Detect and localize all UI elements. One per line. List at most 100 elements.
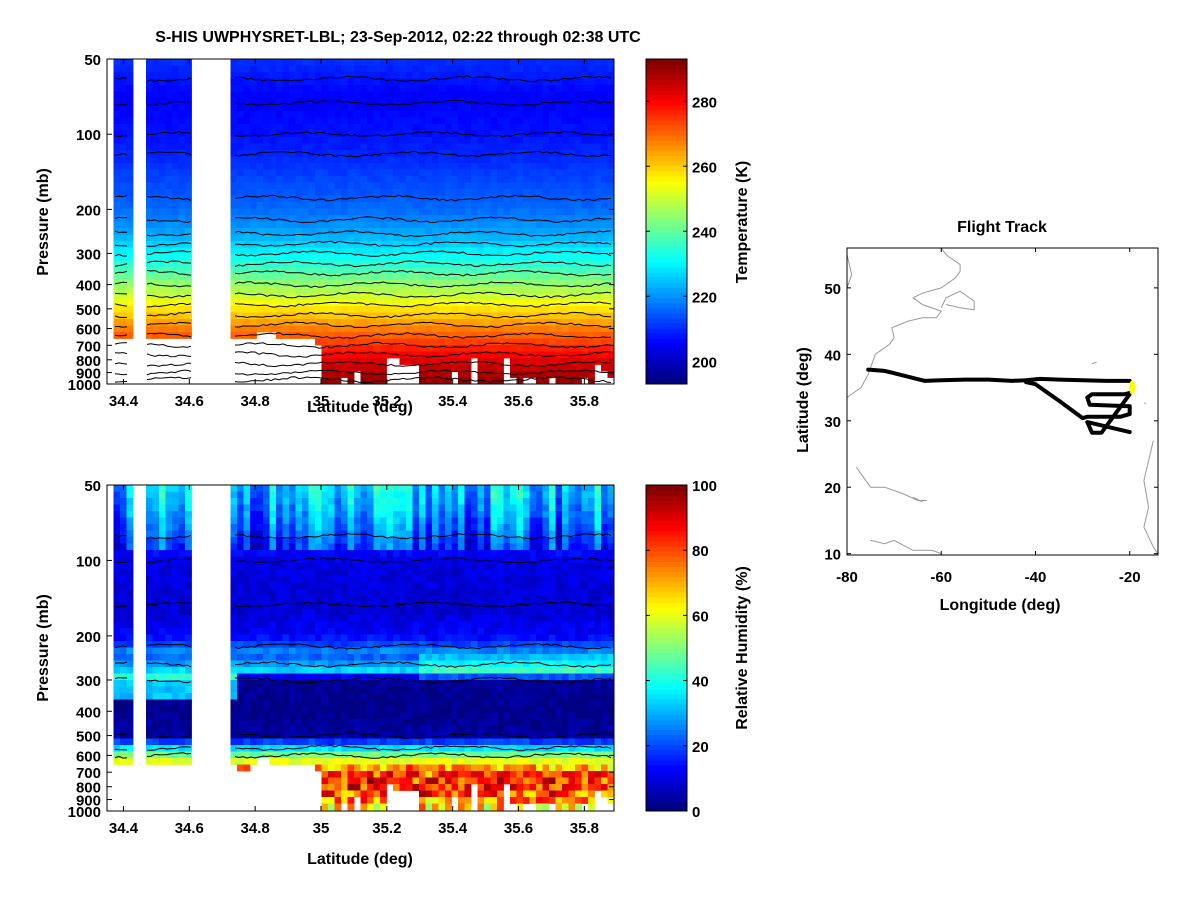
- heatmap-cell: [230, 485, 238, 492]
- heatmap-cell: [451, 78, 459, 86]
- heatmap-cell: [445, 364, 452, 372]
- heatmap-cell: [412, 345, 420, 352]
- heatmap-cell: [406, 150, 413, 157]
- heatmap-cell: [308, 751, 316, 759]
- heatmap-cell: [425, 286, 433, 294]
- y-tick-label: 200: [76, 202, 101, 219]
- heatmap-cell: [360, 306, 368, 313]
- heatmap-cell: [146, 550, 153, 557]
- heatmap-cell: [295, 680, 303, 687]
- heatmap-cell: [490, 208, 498, 216]
- contour-line: [114, 194, 612, 202]
- heatmap-cell: [568, 319, 576, 326]
- heatmap-cell: [575, 169, 582, 177]
- heatmap-cell: [308, 719, 316, 726]
- heatmap-cell: [178, 156, 186, 164]
- heatmap-cell: [581, 267, 589, 274]
- heatmap-cell: [373, 498, 381, 505]
- heatmap-cell: [315, 338, 322, 346]
- x-tick-label: 34.8: [241, 393, 270, 410]
- y-tick-label: 700: [76, 338, 101, 355]
- heatmap-cell: [386, 738, 394, 746]
- heatmap-cell: [321, 569, 329, 577]
- heatmap-cell: [497, 156, 504, 164]
- heatmap-cell: [159, 732, 166, 739]
- heatmap-cell: [250, 195, 257, 203]
- heatmap-cell: [269, 485, 277, 492]
- colorbar-segment: [646, 338, 687, 344]
- colorbar-segment: [646, 99, 687, 106]
- heatmap-cell: [347, 189, 355, 196]
- heatmap-cell: [243, 72, 251, 79]
- heatmap-cell: [451, 293, 459, 300]
- heatmap-cell: [419, 163, 426, 170]
- heatmap-cell: [159, 65, 166, 73]
- heatmap-cell: [438, 78, 446, 86]
- heatmap-cell: [568, 280, 576, 287]
- heatmap-cell: [601, 306, 608, 313]
- heatmap-cell: [282, 65, 290, 73]
- heatmap-cell: [347, 485, 355, 492]
- heatmap-cell: [276, 156, 283, 164]
- heatmap-cell: [334, 706, 342, 713]
- heatmap-cell: [328, 78, 335, 86]
- heatmap-cell: [497, 306, 504, 313]
- heatmap-cell: [367, 556, 374, 564]
- heatmap-cell: [120, 582, 127, 590]
- heatmap-cell: [334, 143, 342, 151]
- heatmap-cell: [321, 537, 329, 544]
- heatmap-cell: [243, 582, 251, 590]
- heatmap-cell: [120, 111, 127, 118]
- heatmap-cell: [503, 85, 511, 92]
- heatmap-cell: [159, 686, 166, 694]
- heatmap-cell: [354, 293, 361, 300]
- heatmap-cell: [516, 124, 524, 131]
- heatmap-cell: [295, 195, 303, 203]
- heatmap-cell: [354, 72, 361, 79]
- heatmap-cell: [237, 608, 244, 616]
- heatmap-cell: [165, 286, 173, 294]
- heatmap-cell: [542, 117, 550, 125]
- heatmap-cell: [386, 576, 394, 583]
- heatmap-cell: [120, 78, 127, 86]
- heatmap-cell: [601, 202, 608, 209]
- heatmap-cell: [302, 189, 309, 196]
- heatmap-cell: [321, 306, 329, 313]
- heatmap-cell: [419, 358, 426, 365]
- heatmap-cell: [588, 364, 595, 372]
- heatmap-cell: [152, 693, 160, 700]
- contour-line: [114, 350, 611, 358]
- heatmap-cell: [406, 143, 413, 151]
- heatmap-cell: [256, 732, 264, 739]
- colorbar-segment: [646, 175, 687, 182]
- heatmap-cell: [263, 582, 270, 590]
- heatmap-cell: [120, 543, 127, 551]
- heatmap-cell: [425, 117, 433, 125]
- heatmap-cell: [490, 104, 498, 112]
- heatmap-cell: [399, 143, 407, 151]
- heatmap-cell: [237, 576, 244, 583]
- heatmap-cell: [243, 202, 251, 209]
- heatmap-cell: [464, 234, 472, 242]
- heatmap-cell: [542, 234, 550, 242]
- heatmap-cell: [113, 312, 121, 320]
- heatmap-cell: [295, 143, 303, 151]
- heatmap-cell: [152, 143, 160, 151]
- heatmap-cell: [256, 576, 264, 583]
- heatmap-cell: [510, 176, 517, 183]
- heatmap-cell: [341, 312, 348, 320]
- heatmap-cell: [172, 111, 179, 118]
- heatmap-cell: [373, 667, 381, 674]
- heatmap-cell: [575, 254, 582, 261]
- heatmap-cell: [386, 764, 394, 772]
- heatmap-cell: [146, 498, 153, 505]
- heatmap-cell: [250, 182, 257, 190]
- heatmap-cell: [178, 189, 186, 196]
- heatmap-cell: [360, 550, 368, 557]
- heatmap-cell: [601, 293, 608, 300]
- heatmap-cell: [263, 299, 270, 307]
- heatmap-cell: [334, 65, 342, 73]
- heatmap-cell: [269, 647, 277, 655]
- heatmap-cell: [568, 332, 576, 339]
- heatmap-cell: [237, 85, 244, 92]
